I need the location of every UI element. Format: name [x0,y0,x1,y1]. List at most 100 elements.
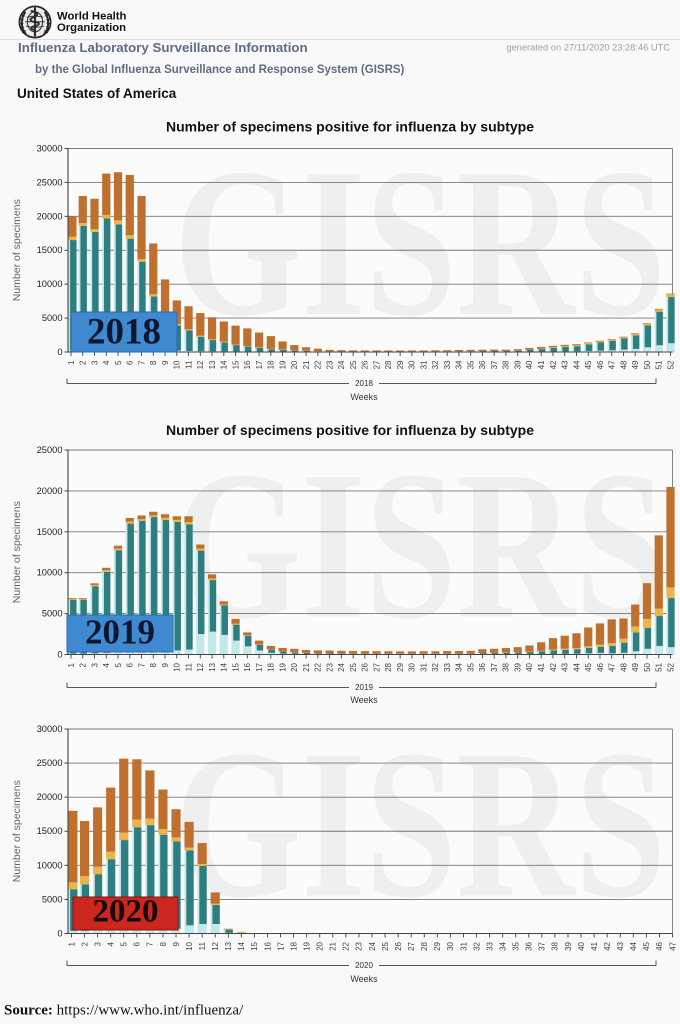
svg-text:10000: 10000 [37,568,63,578]
svg-text:25: 25 [349,360,358,369]
svg-text:47: 47 [668,941,677,950]
svg-text:15000: 15000 [37,826,63,836]
svg-text:2020: 2020 [93,894,159,930]
svg-text:30000: 30000 [37,144,63,154]
svg-text:14: 14 [220,360,229,369]
svg-text:19: 19 [278,360,287,369]
svg-text:24: 24 [337,662,346,671]
svg-text:44: 44 [629,941,638,950]
svg-text:2020: 2020 [355,961,373,970]
svg-text:7: 7 [137,360,146,365]
svg-text:13: 13 [208,360,217,369]
svg-text:36: 36 [478,360,487,369]
svg-text:18: 18 [267,662,276,671]
svg-text:25000: 25000 [37,445,63,455]
svg-text:10000: 10000 [37,860,63,870]
svg-text:26: 26 [394,941,403,950]
svg-text:Number of specimens: Number of specimens [11,780,23,882]
svg-text:38: 38 [551,941,560,950]
svg-text:6: 6 [126,662,135,667]
svg-text:32: 32 [431,662,440,671]
svg-text:37: 37 [490,360,499,369]
svg-text:31: 31 [419,360,428,369]
svg-text:18: 18 [289,941,298,950]
svg-text:35: 35 [466,360,475,369]
svg-text:35: 35 [466,662,475,671]
svg-text:5: 5 [114,662,123,667]
svg-text:34: 34 [455,662,464,671]
svg-text:4: 4 [102,662,111,667]
svg-text:12: 12 [196,662,205,671]
svg-text:5000: 5000 [42,609,63,619]
svg-text:9: 9 [172,941,181,946]
svg-text:4: 4 [102,360,111,365]
svg-text:11: 11 [184,360,193,369]
svg-text:44: 44 [572,662,581,671]
svg-text:3: 3 [93,941,102,946]
svg-text:44: 44 [572,360,581,369]
svg-text:8: 8 [159,941,168,946]
svg-text:Number of specimens: Number of specimens [11,501,23,603]
svg-text:51: 51 [655,662,664,671]
svg-text:45: 45 [642,941,651,950]
svg-text:29: 29 [396,662,405,671]
svg-text:32: 32 [431,360,440,369]
svg-text:30000: 30000 [37,724,63,734]
svg-text:28: 28 [384,360,393,369]
svg-text:7: 7 [137,662,146,667]
svg-text:16: 16 [263,941,272,950]
svg-text:14: 14 [220,662,229,671]
svg-text:5: 5 [114,360,123,365]
svg-text:12: 12 [196,360,205,369]
svg-text:20000: 20000 [37,792,63,802]
svg-text:23: 23 [325,662,334,671]
svg-text:4: 4 [107,941,116,946]
svg-text:51: 51 [655,360,664,369]
svg-text:Number of specimens positive f: Number of specimens positive for influen… [166,119,534,135]
svg-text:17: 17 [276,941,285,950]
svg-text:6: 6 [126,360,135,365]
svg-text:Weeks: Weeks [350,695,378,705]
svg-text:GISRS: GISRS [174,707,666,943]
svg-text:43: 43 [561,360,570,369]
svg-text:15: 15 [231,360,240,369]
svg-text:Number of specimens: Number of specimens [11,199,23,301]
svg-text:GISRS: GISRS [174,125,666,361]
svg-text:34: 34 [498,941,507,950]
svg-text:1: 1 [67,662,76,667]
svg-text:25: 25 [349,662,358,671]
svg-text:45: 45 [584,662,593,671]
svg-text:10: 10 [185,941,194,950]
svg-text:2: 2 [79,662,88,667]
svg-text:generated on 27/11/2020 23:28:: generated on 27/11/2020 23:28:46 UTC [506,43,670,53]
svg-text:39: 39 [564,941,573,950]
svg-text:30: 30 [446,941,455,950]
svg-text:26: 26 [361,360,370,369]
svg-text:32: 32 [472,941,481,950]
svg-text:18: 18 [267,360,276,369]
svg-text:20: 20 [290,360,299,369]
svg-text:52: 52 [666,662,675,671]
svg-text:8: 8 [149,360,158,365]
svg-text:21: 21 [302,360,311,369]
svg-text:27: 27 [372,662,381,671]
svg-text:37: 37 [490,662,499,671]
svg-text:41: 41 [537,360,546,369]
svg-text:1: 1 [67,360,76,365]
svg-text:Weeks: Weeks [350,974,378,984]
svg-text:26: 26 [361,662,370,671]
svg-text:21: 21 [329,941,338,950]
svg-text:2019: 2019 [85,613,155,652]
svg-text:34: 34 [455,360,464,369]
svg-text:Organization: Organization [57,22,126,34]
svg-text:29: 29 [396,360,405,369]
svg-text:22: 22 [314,662,323,671]
svg-text:2018: 2018 [87,312,161,353]
svg-text:3: 3 [90,662,99,667]
svg-text:25000: 25000 [37,177,63,187]
svg-text:36: 36 [478,662,487,671]
svg-text:35: 35 [512,941,521,950]
svg-text:Source: https://www.who.int/in: Source: https://www.who.int/influenza/ [4,1003,244,1019]
svg-text:13: 13 [224,941,233,950]
svg-text:10: 10 [173,662,182,671]
